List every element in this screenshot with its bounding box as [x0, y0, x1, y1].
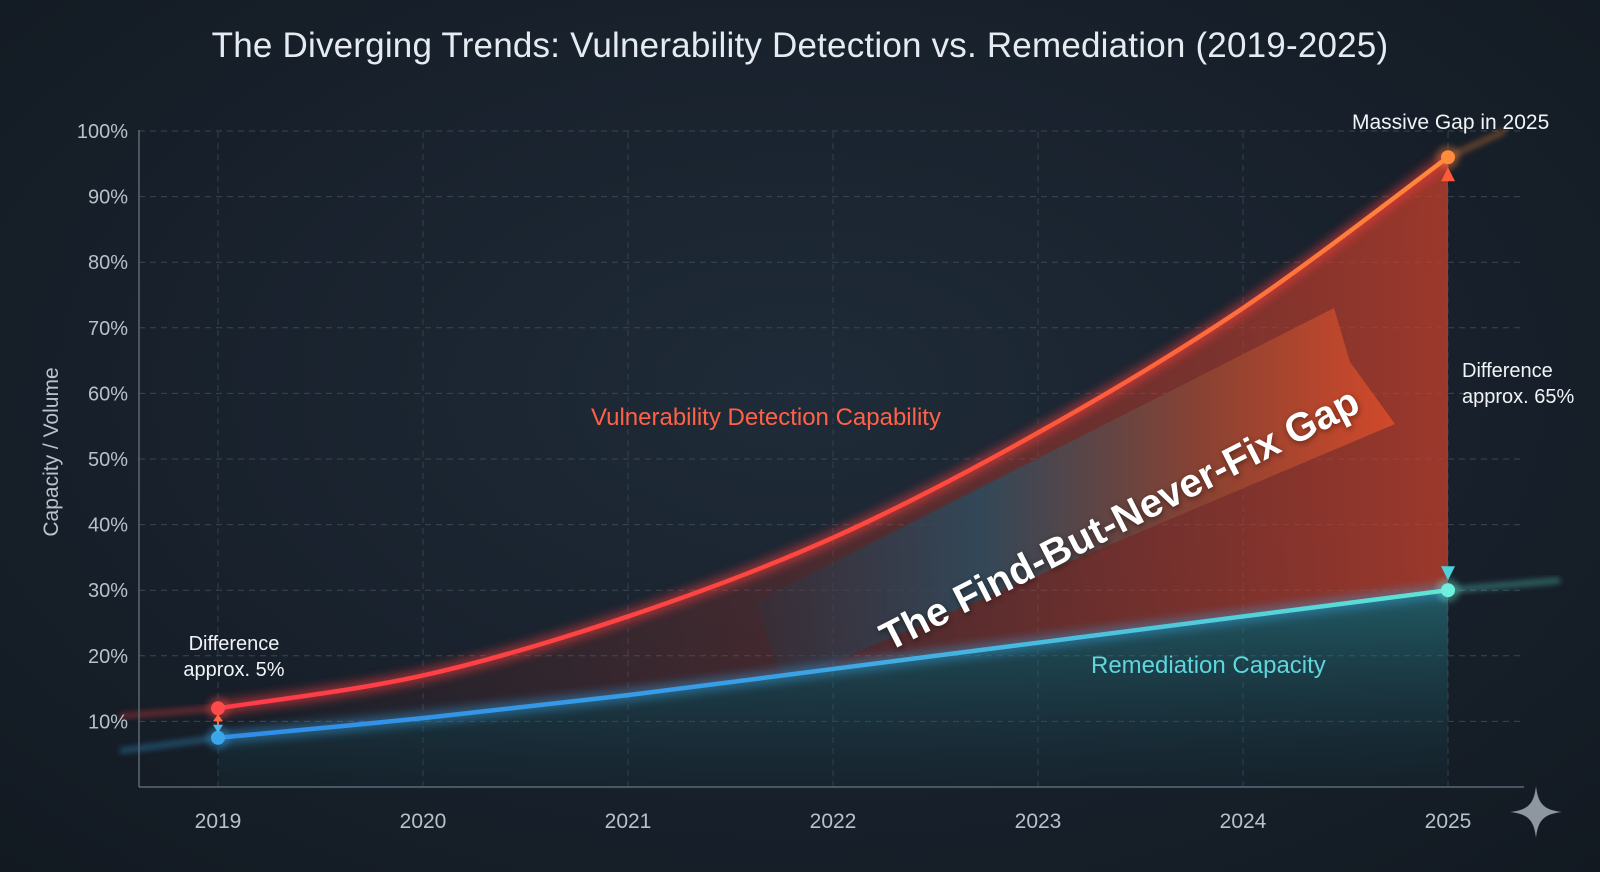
detection-line: [215, 154, 1451, 711]
axes: 100% 90% 80% 70% 60% 50% 40% 30% 20% 10% 2019 2020 2…: [77, 121, 1524, 833]
end-difference-line2: approx. 65%: [1462, 386, 1575, 408]
end-arrowhead-down: [1441, 566, 1455, 581]
gap-areas: [218, 157, 1448, 787]
remediation-area: [218, 590, 1448, 787]
remediation-point-2025: [1441, 583, 1455, 598]
x-tick-label: 2019: [195, 810, 242, 833]
x-tick-label: 2020: [400, 810, 447, 833]
y-tick-label: 80%: [88, 252, 128, 274]
remediation-tail: [119, 734, 219, 754]
series-points: [206, 145, 1460, 750]
legend-detection: Vulnerability Detection Capability: [591, 404, 941, 431]
x-tick-label: 2022: [810, 810, 857, 833]
detection-tail: [119, 705, 219, 720]
x-tick-label: 2023: [1015, 810, 1062, 833]
end-difference-line1: Difference: [1462, 360, 1553, 382]
y-tick-label: 30%: [88, 580, 128, 602]
y-tick-label: 100%: [77, 121, 128, 143]
remediation-point-2019: [211, 730, 225, 745]
legend-remediation: Remediation Capacity: [1091, 652, 1326, 679]
remediation-line: [215, 587, 1451, 741]
chart-title: The Diverging Trends: Vulnerability Dete…: [211, 26, 1389, 65]
y-tick-label: 90%: [88, 187, 128, 209]
y-tick-label: 60%: [88, 383, 128, 405]
remediation-tail-end: [1447, 577, 1561, 594]
start-difference-note: Difference approx. 5%: [180, 631, 288, 683]
y-tick-label: 20%: [88, 646, 128, 668]
start-difference-line1: Difference: [188, 633, 280, 655]
sparkle-icon: [1510, 786, 1562, 838]
gap-area: [218, 157, 1448, 738]
gap-arrow: [757, 308, 1395, 681]
series-lines: [119, 128, 1561, 754]
y-tick-label: 50%: [88, 449, 128, 471]
x-tick-label: 2025: [1425, 810, 1472, 833]
y-axis-label: Capacity / Volume: [40, 367, 63, 537]
detection-point-2025: [1441, 150, 1455, 165]
end-arrowhead-up: [1441, 167, 1455, 182]
start-difference-line2: approx. 5%: [183, 659, 285, 681]
y-tick-label: 40%: [88, 515, 128, 537]
end-difference-note: Difference approx. 65%: [1462, 358, 1574, 410]
start-arrowhead-down: [213, 724, 223, 733]
y-tick-label: 70%: [88, 318, 128, 340]
end-gap-title: Massive Gap in 2025: [1352, 111, 1550, 134]
y-tick-label: 10%: [88, 711, 128, 733]
detection-point-2019: [211, 701, 225, 716]
gap-arrow-shape: [757, 308, 1395, 681]
start-arrowhead-up: [213, 714, 223, 722]
x-tick-label: 2024: [1220, 810, 1267, 833]
x-tick-label: 2021: [605, 810, 652, 833]
